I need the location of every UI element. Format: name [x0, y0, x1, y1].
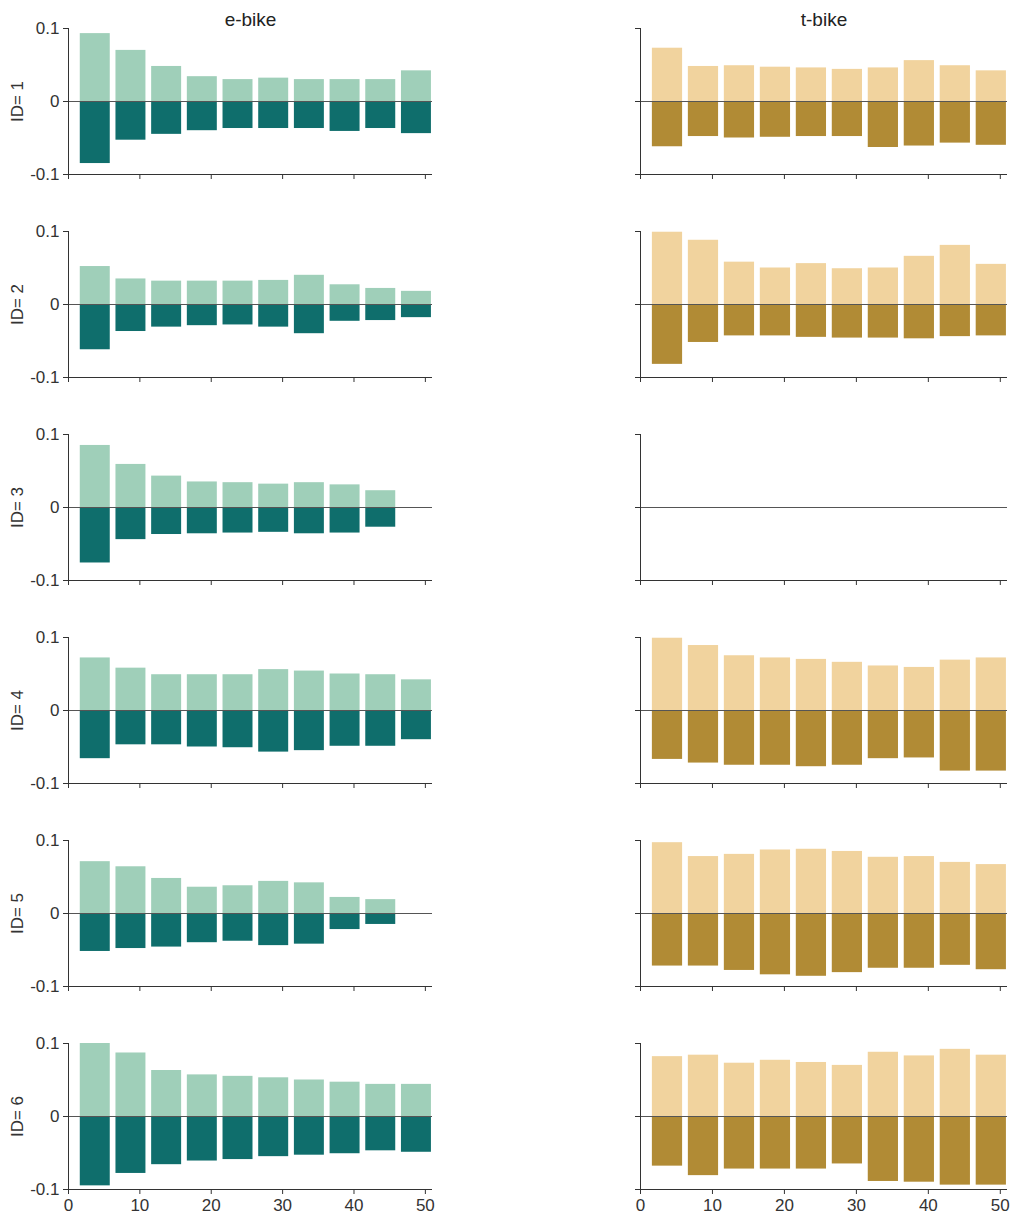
svg-text:-0.1: -0.1 — [30, 774, 59, 793]
svg-text:0: 0 — [50, 498, 59, 517]
svg-text:ID= 1: ID= 1 — [8, 81, 27, 122]
svg-text:10: 10 — [703, 1196, 722, 1215]
svg-text:40: 40 — [919, 1196, 938, 1215]
svg-text:-0.1: -0.1 — [30, 368, 59, 387]
svg-text:0: 0 — [50, 904, 59, 923]
svg-text:ID= 6: ID= 6 — [8, 1096, 27, 1137]
svg-text:0: 0 — [50, 1107, 59, 1126]
svg-text:0.1: 0.1 — [36, 831, 60, 850]
svg-text:0.1: 0.1 — [36, 19, 60, 38]
svg-text:-0.1: -0.1 — [30, 571, 59, 590]
svg-text:ID= 4: ID= 4 — [8, 690, 27, 731]
svg-text:0.1: 0.1 — [36, 425, 60, 444]
svg-text:ID= 3: ID= 3 — [8, 487, 27, 528]
svg-text:0.1: 0.1 — [36, 222, 60, 241]
svg-text:30: 30 — [273, 1196, 292, 1215]
svg-text:20: 20 — [775, 1196, 794, 1215]
svg-text:0.1: 0.1 — [36, 628, 60, 647]
svg-text:0: 0 — [50, 295, 59, 314]
svg-text:e-bike: e-bike — [225, 9, 277, 30]
svg-text:-0.1: -0.1 — [30, 1180, 59, 1199]
svg-text:30: 30 — [847, 1196, 866, 1215]
svg-text:50: 50 — [991, 1196, 1010, 1215]
svg-text:0: 0 — [50, 701, 59, 720]
svg-text:0: 0 — [50, 92, 59, 111]
svg-text:t-bike: t-bike — [801, 9, 847, 30]
svg-text:0: 0 — [636, 1196, 645, 1215]
svg-text:ID= 5: ID= 5 — [8, 893, 27, 934]
svg-text:10: 10 — [130, 1196, 149, 1215]
svg-text:0: 0 — [64, 1196, 73, 1215]
svg-text:20: 20 — [202, 1196, 221, 1215]
svg-text:0.1: 0.1 — [36, 1034, 60, 1053]
svg-text:ID= 2: ID= 2 — [8, 284, 27, 325]
svg-text:50: 50 — [416, 1196, 435, 1215]
svg-text:40: 40 — [345, 1196, 364, 1215]
svg-text:-0.1: -0.1 — [30, 977, 59, 996]
svg-text:-0.1: -0.1 — [30, 165, 59, 184]
